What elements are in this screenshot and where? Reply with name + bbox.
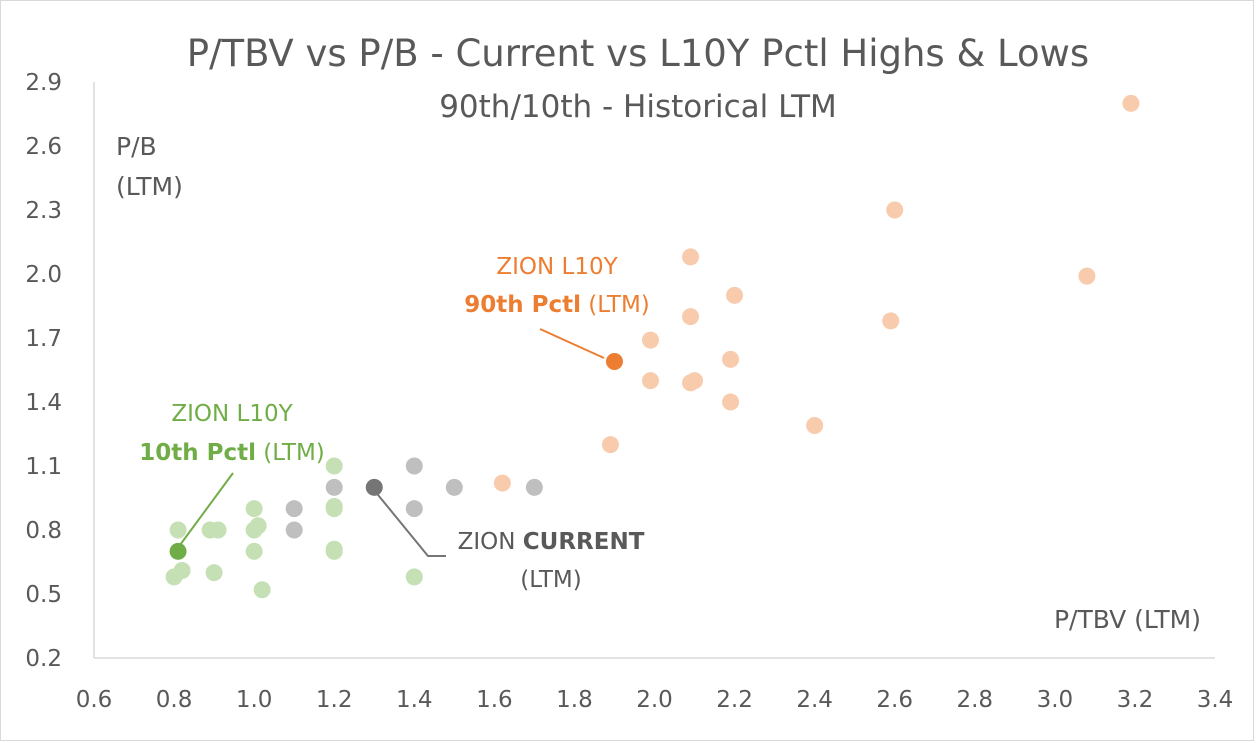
low-peer-point — [405, 568, 423, 586]
x-tick-label: 2.4 — [796, 687, 833, 713]
low-peer-point — [173, 562, 191, 580]
low-peer-point — [253, 581, 271, 599]
high-peer-point — [886, 201, 904, 219]
annotation-10th: ZION L10Y 10th Pctl (LTM) — [139, 401, 325, 466]
y-axis-label-line2: (LTM) — [116, 172, 183, 201]
leader-line-90th — [539, 328, 605, 359]
x-tick-label: 2.6 — [876, 687, 913, 713]
y-tick-label: 2.0 — [25, 262, 62, 288]
annotation-90th-line1: ZION L10Y — [496, 254, 618, 280]
high-peer-point — [1078, 267, 1096, 285]
high-peer-point — [722, 350, 740, 368]
high-peer-point — [1122, 94, 1140, 112]
y-tick-label: 1.7 — [25, 326, 62, 352]
annotation-current-plain: ZION — [458, 529, 523, 555]
x-tick-label: 1.0 — [236, 687, 273, 713]
annotation-10th-line2: 10th Pctl (LTM) — [139, 440, 325, 466]
x-tick-label: 3.4 — [1197, 687, 1234, 713]
y-tick-label: 0.2 — [25, 646, 62, 672]
annotation-10th-bold: 10th Pctl — [139, 440, 256, 466]
high-peer-point — [601, 436, 619, 454]
data-points — [165, 94, 1140, 599]
chart-subtitle: 90th/10th - Historical LTM — [439, 89, 837, 125]
low-peer-point — [245, 542, 263, 560]
leader-line-current — [373, 489, 446, 557]
mid-peer-point — [325, 478, 343, 496]
high-peer-point — [726, 286, 744, 304]
x-tick-label: 3.0 — [1037, 687, 1074, 713]
y-tick-label: 0.5 — [25, 582, 62, 608]
axes — [93, 82, 1215, 659]
low-peer-point — [209, 521, 227, 539]
high-peer-point — [682, 248, 700, 266]
low-peer-point — [325, 540, 343, 558]
x-tick-label: 1.4 — [396, 687, 433, 713]
annotation-current: ZION CURRENT (LTM) — [458, 529, 645, 593]
x-tick-label: 1.6 — [476, 687, 513, 713]
annotation-current-line1: ZION CURRENT — [458, 529, 645, 555]
low-peer-point — [325, 457, 343, 475]
y-tick-label: 1.4 — [25, 390, 62, 416]
x-tick-label: 2.8 — [956, 687, 993, 713]
high-peer-point — [641, 372, 659, 390]
high-peer-point — [493, 474, 511, 492]
high-zion-point — [605, 352, 623, 370]
annotation-leaders — [179, 328, 605, 557]
annotation-90th: ZION L10Y 90th Pctl (LTM) — [464, 254, 650, 318]
y-tick-label: 2.9 — [25, 70, 62, 96]
x-tick-label: 0.6 — [76, 687, 113, 713]
annotation-90th-bold: 90th Pctl — [464, 292, 581, 318]
low-peer-point — [249, 517, 267, 535]
mid-peer-point — [405, 457, 423, 475]
x-tick-label: 0.8 — [156, 687, 193, 713]
mid-peer-point — [525, 478, 543, 496]
high-peer-point — [882, 312, 900, 330]
chart-title: P/TBV vs P/B - Current vs L10Y Pctl High… — [187, 32, 1089, 75]
mid-zion-point — [365, 478, 383, 496]
annotation-current-line2: (LTM) — [520, 567, 582, 593]
x-tick-labels: 0.6 0.8 1.0 1.2 1.4 1.6 1.8 2.0 2.2 2.4 2.6 2.8 3.0 3… — [76, 687, 1234, 713]
y-tick-labels: 0.2 0.5 0.8 1.1 1.4 1.7 2.0 2.3 2.6 2.9 — [25, 70, 62, 672]
y-tick-label: 1.1 — [25, 454, 62, 480]
annotation-90th-rest: (LTM) — [581, 292, 650, 318]
x-tick-label: 1.2 — [316, 687, 353, 713]
mid-peer-point — [405, 500, 423, 518]
y-tick-label: 2.6 — [25, 134, 62, 160]
annotation-10th-line1: ZION L10Y — [171, 401, 293, 427]
low-peer-point — [245, 500, 263, 518]
low-zion-point — [169, 542, 187, 560]
low-peer-point — [325, 498, 343, 516]
high-peer-point — [806, 416, 824, 434]
annotation-10th-rest: (LTM) — [256, 440, 325, 466]
y-axis-label-line1: P/B — [116, 132, 157, 161]
x-axis-label: P/TBV (LTM) — [1054, 605, 1201, 634]
x-tick-label: 2.2 — [716, 687, 753, 713]
annotation-90th-line2: 90th Pctl (LTM) — [464, 292, 650, 318]
mid-peer-point — [445, 478, 463, 496]
y-tick-label: 0.8 — [25, 518, 62, 544]
mid-peer-point — [285, 521, 303, 539]
low-peer-point — [205, 564, 223, 582]
mid-peer-point — [285, 500, 303, 518]
x-tick-label: 1.8 — [556, 687, 593, 713]
high-peer-point — [686, 372, 704, 390]
annotation-current-bold: CURRENT — [523, 529, 645, 555]
low-peer-point — [169, 521, 187, 539]
x-tick-label: 3.2 — [1117, 687, 1154, 713]
high-peer-point — [682, 308, 700, 326]
y-tick-label: 2.3 — [25, 198, 62, 224]
x-tick-label: 2.0 — [636, 687, 673, 713]
high-peer-point — [641, 331, 659, 349]
high-peer-point — [722, 393, 740, 411]
leader-line-10th — [179, 472, 234, 546]
zion-highlight-points — [169, 352, 623, 560]
